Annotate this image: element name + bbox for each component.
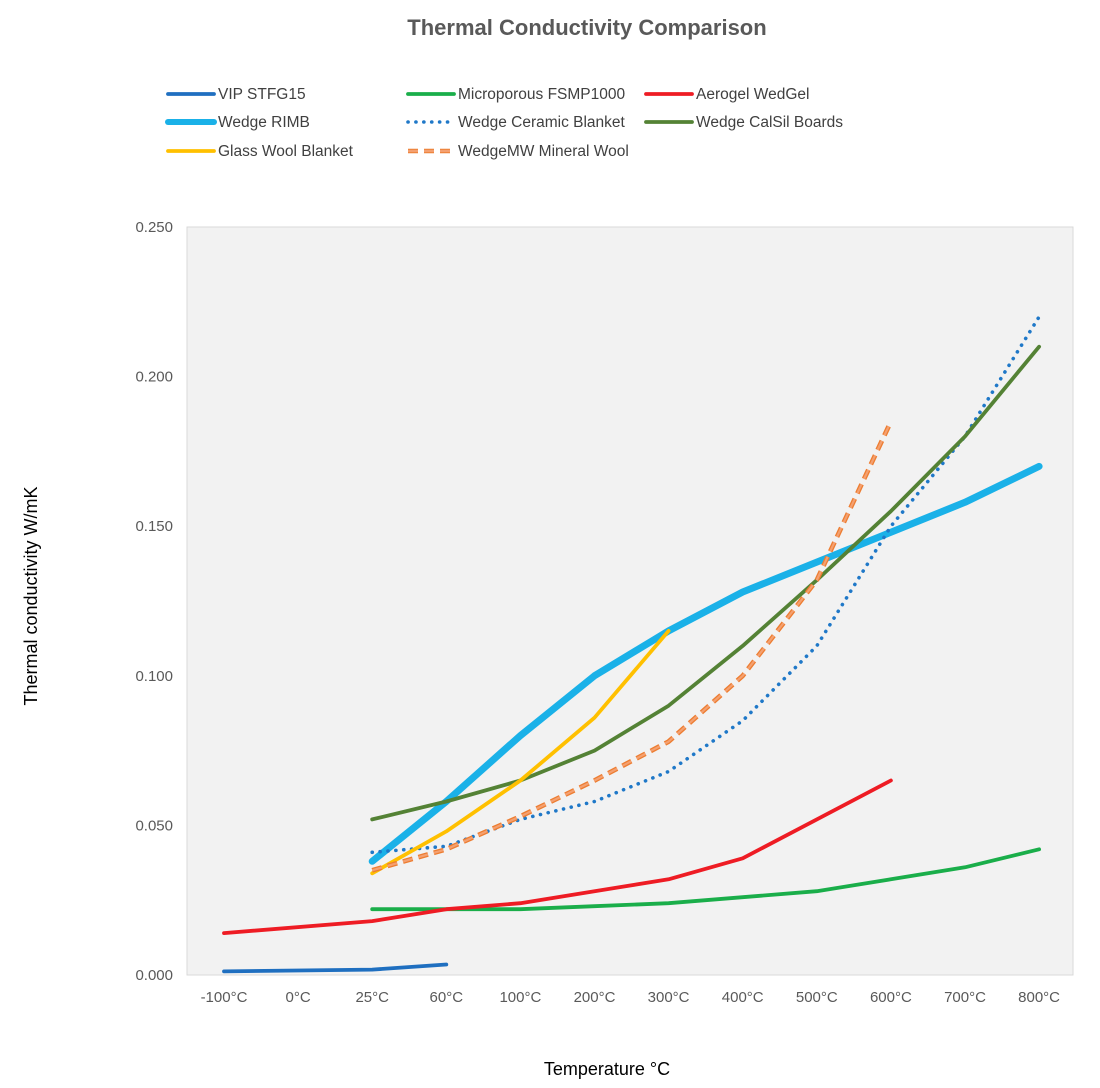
series-lines <box>222 315 1043 974</box>
plot-area <box>186 226 1074 976</box>
legend-label-microporous-fsmp1000: Microporous FSMP1000 <box>458 86 626 103</box>
x-tick-label: 700°C <box>944 989 986 1006</box>
legend-item-wedge-ceramic-blanket: Wedge Ceramic Blanket <box>406 114 626 131</box>
legend-label-glass-wool-blanket: Glass Wool Blanket <box>218 143 354 160</box>
legend-label-aerogel-wedgel: Aerogel WedGel <box>696 86 809 103</box>
x-tick-label: 25°C <box>355 989 389 1006</box>
y-tick-label: 0.050 <box>135 817 173 834</box>
legend-item-microporous-fsmp1000: Microporous FSMP1000 <box>406 86 626 103</box>
series-line-wedge-calsil-boards <box>370 344 1041 822</box>
x-tick-label: -100°C <box>201 989 248 1006</box>
legend-item-wedge-calsil-boards: Wedge CalSil Boards <box>644 114 843 131</box>
legend-item-wedge-rimb: Wedge RIMB <box>165 114 310 131</box>
legend: VIP STFG15 Microporous FSMP1000 Aerogel We… <box>165 86 843 160</box>
y-tick-label: 0.150 <box>135 518 173 535</box>
series-line-aerogel-wedgel <box>222 778 893 935</box>
legend-item-glass-wool-blanket: Glass Wool Blanket <box>166 143 354 160</box>
x-tick-label: 400°C <box>722 989 764 1006</box>
x-tick-label: 600°C <box>870 989 912 1006</box>
legend-label-wedge-ceramic-blanket: Wedge Ceramic Blanket <box>458 114 626 131</box>
y-tick-label: 0.250 <box>135 219 173 236</box>
x-tick-label: 200°C <box>574 989 616 1006</box>
series-line-wedge-ceramic-blanket <box>370 315 1041 855</box>
series-line-glass-wool-blanket <box>370 629 671 876</box>
x-axis-title: Temperature °C <box>544 1059 670 1079</box>
series-line-microporous-fsmp1000 <box>370 847 1041 912</box>
y-tick-label: 0.100 <box>135 668 173 685</box>
legend-label-wedge-rimb: Wedge RIMB <box>218 114 310 131</box>
legend-label-wedge-calsil-boards: Wedge CalSil Boards <box>696 114 843 131</box>
legend-label-vip-stfg15: VIP STFG15 <box>218 86 306 103</box>
x-tick-label: 100°C <box>499 989 541 1006</box>
legend-item-aerogel-wedgel: Aerogel WedGel <box>644 86 809 103</box>
legend-item-vip-stfg15: VIP STFG15 <box>166 86 306 103</box>
x-tick-label: 0°C <box>286 989 311 1006</box>
legend-item-wedgemw-mineral-wool: WedgeMW Mineral Wool <box>408 143 629 160</box>
x-tick-label: 500°C <box>796 989 838 1006</box>
x-tick-label: 300°C <box>648 989 690 1006</box>
y-axis-title: Thermal conductivity W/mK <box>21 486 41 705</box>
y-tick-label: 0.200 <box>135 369 173 386</box>
y-axis-ticks: 0.000 0.050 0.100 0.150 0.200 0.250 <box>135 219 173 984</box>
chart-title: Thermal Conductivity Comparison <box>407 15 766 40</box>
x-axis-ticks: -100°C 0°C 25°C 60°C 100°C 200°C 300°C 400°C 500… <box>201 989 1061 1006</box>
x-tick-label: 60°C <box>430 989 464 1006</box>
y-tick-label: 0.000 <box>135 967 173 984</box>
legend-label-wedgemw-mineral-wool: WedgeMW Mineral Wool <box>458 143 629 160</box>
series-line-vip-stfg15 <box>222 962 449 974</box>
series-line-wedge-rimb <box>368 462 1043 865</box>
x-tick-label: 800°C <box>1018 989 1060 1006</box>
